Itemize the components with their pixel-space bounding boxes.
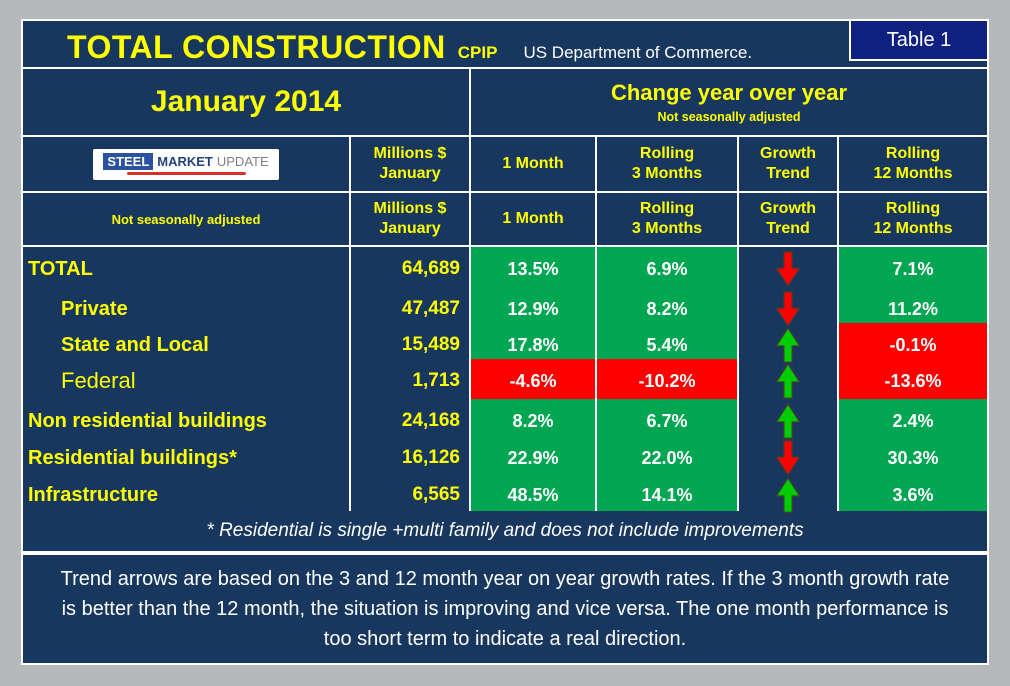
col-header-millions: Millions $ January bbox=[351, 193, 469, 245]
one-month-value: 13.5% bbox=[471, 247, 595, 291]
rolling-3-value: -10.2% bbox=[597, 359, 737, 403]
one-month-value: 8.2% bbox=[471, 399, 595, 443]
logo-steel: STEEL bbox=[103, 152, 154, 170]
rolling-3-value: 14.1% bbox=[597, 473, 737, 517]
not-seasonally-adjusted-label: Not seasonally adjusted bbox=[23, 193, 349, 245]
trend-arrow-icon bbox=[775, 476, 801, 514]
rolling-12-value: -13.6% bbox=[839, 359, 987, 403]
one-month-value: 48.5% bbox=[471, 473, 595, 517]
growth-trend-cell bbox=[739, 359, 837, 403]
trend-arrow-icon bbox=[775, 362, 801, 400]
change-title: Change year over year bbox=[610, 80, 848, 105]
month-cell: January 2014 bbox=[23, 69, 469, 135]
trend-arrow-icon bbox=[775, 439, 801, 477]
logo-red-swoosh bbox=[126, 171, 246, 175]
one-month-value: -4.6% bbox=[471, 359, 595, 403]
table-row-residential: Residential buildings* 16,126 22.9% 22.0… bbox=[23, 436, 987, 480]
title-bar: TOTAL CONSTRUCTION CPIP US Department of… bbox=[23, 19, 989, 67]
col-header-growth-trend: Growth Trend bbox=[739, 193, 837, 245]
logo-header-row: STEEL MARKET UPDATE Millions $ January 1… bbox=[23, 137, 987, 191]
logo-market: MARKET bbox=[157, 153, 213, 169]
table-number-badge: Table 1 bbox=[849, 19, 989, 61]
col-header-growth-trend: Growth Trend bbox=[739, 137, 837, 191]
table-row-non-residential: Non residential buildings 24,168 8.2% 6.… bbox=[23, 399, 987, 443]
trend-arrow-icon bbox=[775, 402, 801, 440]
table-row-private: Private 47,487 12.9% 8.2% 11.2% bbox=[23, 287, 987, 331]
millions-value: 1,713 bbox=[351, 359, 469, 403]
row-label: Non residential buildings bbox=[23, 399, 349, 443]
commerce-source-label: US Department of Commerce. bbox=[523, 43, 753, 62]
column-header-row: Not seasonally adjusted Millions $ Janua… bbox=[23, 193, 987, 245]
col-header-1-month: 1 Month bbox=[471, 137, 595, 191]
col-header-rolling-3: Rolling 3 Months bbox=[597, 137, 737, 191]
col-header-1-month: 1 Month bbox=[471, 193, 595, 245]
rolling-3-value: 6.7% bbox=[597, 399, 737, 443]
row-label: TOTAL bbox=[23, 247, 349, 291]
table-row-total: TOTAL 64,689 13.5% 6.9% 7.1% bbox=[23, 247, 987, 291]
rolling-12-value: 7.1% bbox=[839, 247, 987, 291]
table-row-state-local: State and Local 15,489 17.8% 5.4% -0.1% bbox=[23, 323, 987, 367]
cpip-label: CPIP bbox=[457, 43, 498, 62]
logo-cell: STEEL MARKET UPDATE bbox=[23, 137, 349, 191]
trend-arrow-icon bbox=[775, 250, 801, 288]
rolling-12-value: 2.4% bbox=[839, 399, 987, 443]
trend-arrows-note: Trend arrows are based on the 3 and 12 m… bbox=[23, 555, 987, 663]
trend-arrow-icon bbox=[775, 326, 801, 364]
one-month-value: 22.9% bbox=[471, 436, 595, 480]
growth-trend-cell bbox=[739, 436, 837, 480]
row-label: Infrastructure bbox=[23, 473, 349, 517]
change-cell: Change year over year Not seasonally adj… bbox=[471, 69, 987, 135]
millions-value: 64,689 bbox=[351, 247, 469, 291]
page-title: TOTAL CONSTRUCTION bbox=[67, 29, 446, 65]
table-row-federal: Federal 1,713 -4.6% -10.2% -13.6% bbox=[23, 359, 987, 403]
construction-table-panel: TOTAL CONSTRUCTION CPIP US Department of… bbox=[21, 19, 989, 665]
steel-market-update-logo: STEEL MARKET UPDATE bbox=[93, 148, 279, 180]
rolling-3-value: 22.0% bbox=[597, 436, 737, 480]
rolling-3-value: 6.9% bbox=[597, 247, 737, 291]
rolling-12-value: 3.6% bbox=[839, 473, 987, 517]
millions-value: 24,168 bbox=[351, 399, 469, 443]
table-row-infrastructure: Infrastructure 6,565 48.5% 14.1% 3.6% bbox=[23, 473, 987, 517]
trend-arrow-icon bbox=[775, 290, 801, 328]
growth-trend-cell bbox=[739, 399, 837, 443]
millions-value: 6,565 bbox=[351, 473, 469, 517]
logo-update: UPDATE bbox=[216, 153, 269, 169]
residential-footnote: * Residential is single +multi family an… bbox=[23, 511, 987, 551]
col-header-rolling-12: Rolling 12 Months bbox=[839, 193, 987, 245]
period-row: January 2014 Change year over year Not s… bbox=[23, 69, 987, 135]
col-header-rolling-3: Rolling 3 Months bbox=[597, 193, 737, 245]
col-header-rolling-12: Rolling 12 Months bbox=[839, 137, 987, 191]
millions-value: 16,126 bbox=[351, 436, 469, 480]
growth-trend-cell bbox=[739, 247, 837, 291]
month-title: January 2014 bbox=[150, 85, 342, 118]
col-header-millions: Millions $ January bbox=[351, 137, 469, 191]
rolling-12-value: 30.3% bbox=[839, 436, 987, 480]
growth-trend-cell bbox=[739, 473, 837, 517]
change-note: Not seasonally adjusted bbox=[657, 110, 801, 124]
row-label: Federal bbox=[23, 359, 349, 403]
row-label: Residential buildings* bbox=[23, 436, 349, 480]
